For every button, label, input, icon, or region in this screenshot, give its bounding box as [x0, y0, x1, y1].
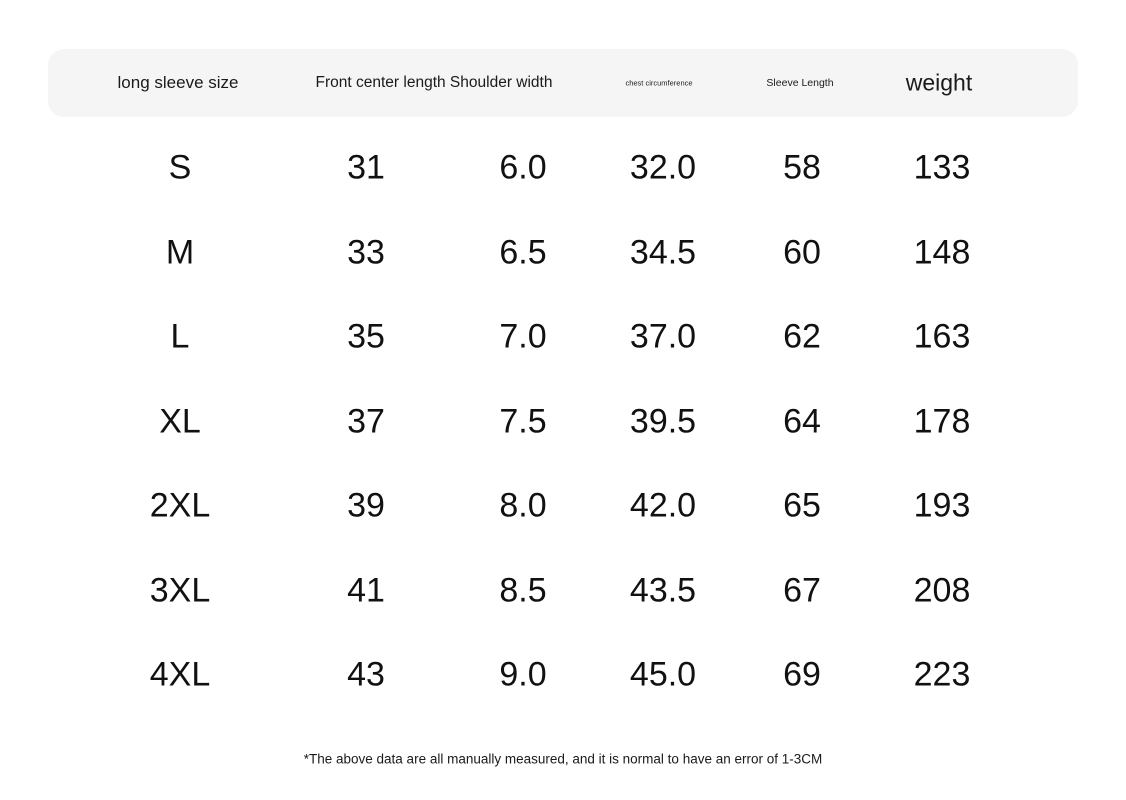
cell-sleeve: 64 — [783, 402, 821, 440]
cell-front-length: 39 — [347, 486, 385, 525]
cell-size: L — [170, 317, 190, 356]
cell-shoulder: 6.0 — [499, 148, 547, 187]
cell-weight: 193 — [913, 486, 971, 525]
cell-front-length: 37 — [347, 402, 385, 440]
cell-front-length: 41 — [347, 571, 385, 609]
cell-chest: 39.5 — [629, 402, 697, 440]
cell-chest: 45.0 — [629, 655, 697, 694]
cell-chest: 42.0 — [629, 486, 697, 525]
cell-front-length: 35 — [347, 317, 385, 356]
cell-weight: 223 — [913, 655, 971, 694]
cell-size: 3XL — [149, 571, 211, 609]
cell-front-length: 33 — [347, 233, 385, 271]
footnote: *The above data are all manually measure… — [303, 751, 823, 767]
cell-chest: 34.5 — [629, 233, 697, 271]
cell-shoulder: 9.0 — [499, 655, 547, 694]
table-header — [48, 49, 1078, 117]
cell-sleeve: 65 — [783, 486, 821, 525]
cell-front-length: 43 — [347, 655, 385, 694]
header-sleeve-length: Sleeve Length — [766, 77, 834, 89]
cell-shoulder: 7.0 — [499, 317, 547, 356]
cell-chest: 32.0 — [629, 148, 697, 187]
cell-chest: 43.5 — [629, 571, 697, 609]
cell-size: S — [168, 148, 192, 187]
cell-shoulder: 8.0 — [499, 486, 547, 525]
cell-weight: 163 — [913, 317, 971, 356]
cell-weight: 178 — [913, 402, 971, 440]
header-chest: chest circumference — [625, 78, 693, 88]
cell-weight: 148 — [913, 233, 971, 271]
cell-sleeve: 67 — [783, 571, 821, 609]
cell-size: 4XL — [149, 655, 211, 694]
cell-size: 2XL — [149, 486, 211, 525]
cell-front-length: 31 — [347, 148, 385, 187]
cell-shoulder: 7.5 — [499, 402, 547, 440]
cell-sleeve: 60 — [783, 233, 821, 271]
cell-size: M — [165, 233, 195, 271]
header-front-length-shoulder: Front center length Shoulder width — [315, 74, 553, 91]
cell-weight: 133 — [913, 148, 971, 187]
cell-shoulder: 6.5 — [499, 233, 547, 271]
cell-sleeve: 62 — [783, 317, 821, 356]
header-size: long sleeve size — [117, 73, 239, 92]
cell-size: XL — [159, 402, 201, 440]
cell-weight: 208 — [913, 571, 971, 609]
cell-sleeve: 69 — [783, 655, 821, 694]
cell-shoulder: 8.5 — [499, 571, 547, 609]
header-weight: weight — [905, 69, 973, 96]
cell-sleeve: 58 — [783, 148, 821, 187]
cell-chest: 37.0 — [629, 317, 697, 356]
